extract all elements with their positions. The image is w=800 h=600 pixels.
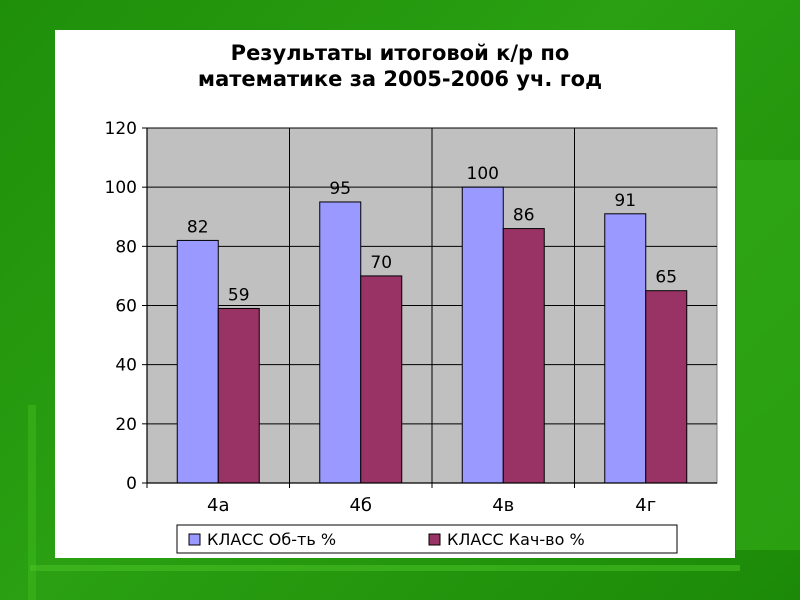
y-tick-label: 60 (115, 297, 137, 317)
bar (461, 186, 504, 484)
legend-box (176, 524, 678, 554)
y-tick-label: 80 (115, 237, 137, 257)
bar (502, 228, 545, 484)
background-stripe-left (28, 405, 36, 600)
bars (176, 186, 688, 484)
axes: 0 20 40 60 80 100 120 4а 4б 4в 4г (105, 119, 717, 516)
y-tick-label: 120 (105, 119, 137, 139)
data-labels: 82 59 95 70 100 86 91 65 (187, 164, 677, 305)
bar (645, 290, 688, 484)
bar (319, 201, 362, 484)
data-label: 70 (370, 253, 392, 273)
chart-title: Результаты итоговой к/р по (231, 41, 570, 65)
legend: КЛАСС Об-ть % КЛАСС Кач-во % (176, 524, 678, 554)
data-label: 65 (655, 268, 677, 288)
legend-swatch (428, 533, 441, 546)
x-tick-label: 4в (492, 495, 514, 516)
y-tick-label: 40 (115, 356, 137, 376)
y-tick-label: 20 (115, 415, 137, 435)
data-label: 59 (228, 285, 250, 305)
bar (604, 213, 647, 484)
legend-swatch (188, 533, 201, 546)
x-tick-label: 4б (349, 495, 372, 516)
data-label: 100 (467, 164, 499, 184)
y-tick-label: 100 (105, 178, 137, 198)
bar (217, 307, 260, 484)
y-tick-label: 0 (126, 474, 137, 494)
x-tick-label: 4а (207, 495, 229, 516)
chart-subtitle: математике за 2005-2006 уч. год (198, 67, 602, 91)
data-label: 91 (614, 191, 636, 211)
x-tick-label: 4г (635, 495, 656, 516)
data-label: 86 (513, 206, 535, 226)
legend-label: КЛАСС Об-ть % (207, 530, 336, 549)
data-label: 82 (187, 217, 209, 237)
bar (360, 275, 403, 484)
background-stripe-right (736, 160, 800, 550)
bar (176, 239, 219, 484)
background-stripe-bottom (30, 565, 740, 571)
bar-chart: Результаты итоговой к/р по математике за… (105, 41, 718, 554)
chart-card: Результаты итоговой к/р по математике за… (55, 30, 735, 558)
data-label: 95 (329, 179, 351, 199)
legend-label: КЛАСС Кач-во % (447, 530, 585, 549)
